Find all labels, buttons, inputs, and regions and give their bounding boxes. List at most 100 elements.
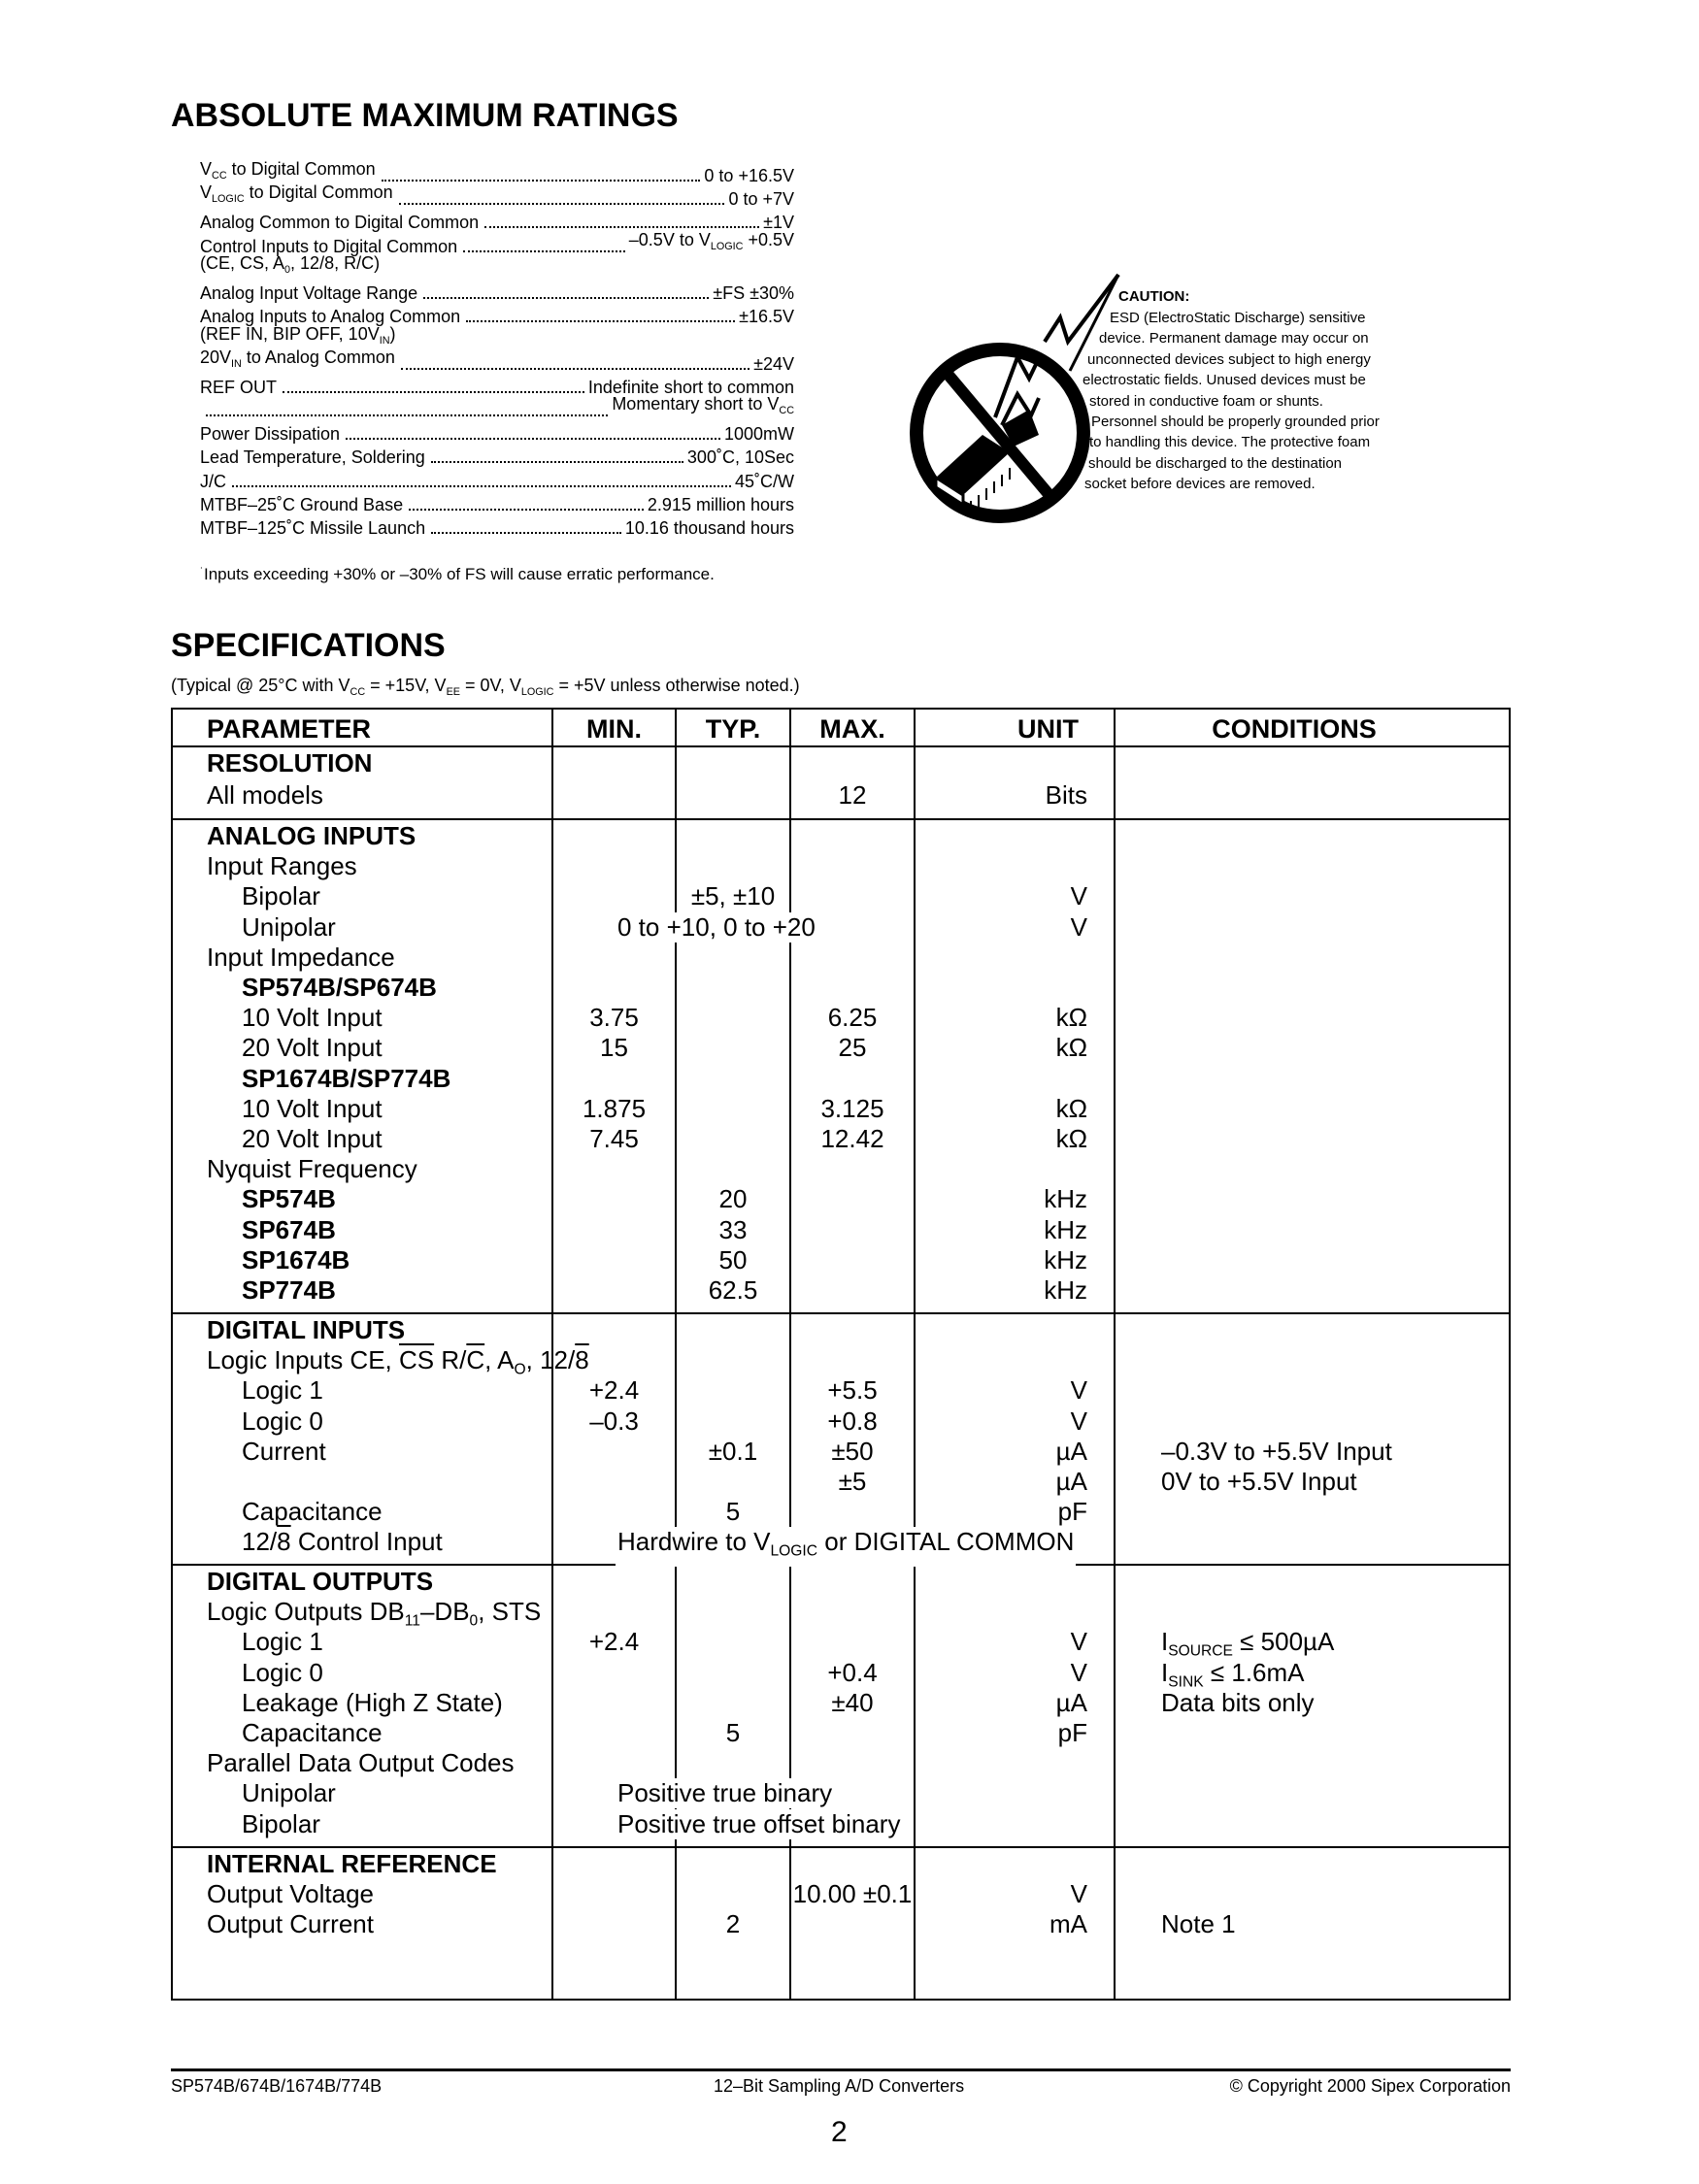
text-part: Hardwire to V [617, 1527, 771, 1557]
text-part: –DB [419, 1597, 470, 1627]
typ-value: 50 [718, 1244, 748, 1275]
column-divider [1114, 710, 1116, 1999]
spanning-value: Positive true offset binary [616, 1808, 903, 1839]
text-part: = +15V, V [365, 676, 447, 695]
unit-value: pF [1057, 1718, 1087, 1747]
text-part: 0 to +7V [728, 189, 794, 210]
subscript: 11 [404, 1612, 420, 1630]
rating-row: (REF IN, BIP OFF, 10VIN) [200, 324, 794, 351]
parameter-label: SP774B [242, 1275, 336, 1305]
text-part: Logic Inputs CE, [207, 1345, 399, 1375]
rating-value: Momentary short to VCC [612, 392, 794, 422]
unit-value: V [1070, 1657, 1087, 1687]
text-part: Lead Temperature, Soldering [200, 447, 425, 468]
parameter-label: SP574B [242, 1184, 336, 1214]
row-divider [173, 745, 1509, 747]
unit-value: µA [1055, 1436, 1087, 1466]
unit-value: pF [1057, 1497, 1087, 1527]
parameter-label: Logic Outputs DB11–DB0, STS [207, 1597, 541, 1636]
header-max: MAX. [819, 714, 885, 744]
max-value: 10.00 ±0.1 [792, 1879, 913, 1910]
conditions-value: –0.3V to +5.5V Input [1161, 1436, 1392, 1466]
parameter-label: Bipolar [242, 1808, 320, 1838]
ratings-footnote: ˙Inputs exceeding +30% or –30% of FS wil… [200, 565, 715, 584]
text-part: to Analog Common [241, 347, 395, 367]
parameter-label: Output Current [207, 1909, 374, 1939]
min-value: 7.45 [589, 1124, 639, 1153]
footer-part-numbers: SP574B/674B/1674B/774B [171, 2076, 383, 2096]
header-conditions: CONDITIONS [1212, 714, 1377, 744]
rating-row: VLOGIC to Digital Common 0 to +7V [200, 182, 794, 211]
rating-label: VLOGIC to Digital Common [200, 181, 393, 211]
dot-leader [409, 508, 644, 511]
typ-value: 33 [718, 1214, 748, 1245]
text-part: ≤ 1.6mA [1203, 1657, 1305, 1687]
dot-leader [206, 414, 609, 416]
text-part: 20V [200, 347, 232, 367]
rating-label: REF OUT [200, 376, 277, 399]
subscript: SOURCE [1168, 1642, 1233, 1660]
footnote-mark: ˙ [200, 565, 204, 579]
specifications-title: SPECIFICATIONS [171, 627, 446, 664]
section-title: RESOLUTION [207, 748, 373, 778]
max-value: ±5 [838, 1467, 867, 1497]
text-part: REF OUT [200, 377, 277, 397]
parameter-label: 10 Volt Input [242, 1003, 383, 1033]
max-value: 25 [838, 1033, 867, 1064]
rating-label: 20VIN to Analog Common [200, 346, 395, 376]
unit-value: V [1070, 1879, 1087, 1909]
text-part: –0.5V to V [628, 229, 711, 249]
subscript: CC [350, 685, 366, 698]
rating-row: Momentary short to VCC [200, 394, 794, 422]
text-part: Momentary short to V [612, 394, 780, 414]
rating-value: ±16.5V [739, 305, 794, 328]
conditions-value: ISOURCE ≤ 500µA [1161, 1627, 1334, 1666]
unit-value: V [1070, 881, 1087, 911]
dot-leader [466, 320, 736, 323]
column-divider [789, 710, 791, 1999]
text-part: 300˚C, 10Sec [686, 447, 794, 468]
column-divider [551, 710, 553, 1999]
section-title: DIGITAL OUTPUTS [207, 1567, 434, 1596]
header-min: MIN. [586, 714, 642, 744]
header-typ: TYP. [705, 714, 761, 744]
rating-value: 0 to +16.5V [704, 164, 794, 187]
rating-row: Analog Input Voltage Range ±FS ±30% [200, 281, 794, 305]
footnote-text: Inputs exceeding +30% or –30% of FS will… [204, 565, 715, 583]
text-part: Control Inputs to Digital Common [200, 236, 458, 256]
row-divider [173, 1312, 1509, 1314]
text-part: ±24V [753, 353, 794, 374]
text-part: to Digital Common [244, 182, 393, 203]
text-part: = +5V unless otherwise noted.) [553, 676, 800, 695]
text-part: , 12/8, R/C) [290, 253, 381, 274]
subscript: LOGIC [770, 1542, 818, 1560]
parameter-label: Logic 0 [242, 1406, 323, 1436]
min-value: 15 [600, 1033, 628, 1063]
text-part: 2.915 million hours [647, 494, 794, 514]
conditions-value: 0V to +5.5V Input [1161, 1467, 1357, 1496]
rating-row: VCC to Digital Common 0 to +16.5V [200, 159, 794, 187]
parameter-label: 10 Volt Input [242, 1093, 383, 1123]
conditions-value: Note 1 [1161, 1909, 1236, 1939]
max-value: 3.125 [820, 1093, 884, 1124]
parameter-label: Logic Inputs CE, CS R/C, AO, 12/8 [207, 1345, 589, 1384]
parameter-label: Current [242, 1436, 326, 1466]
rating-value: 45˚C/W [735, 470, 794, 493]
parameter-label: SP674B [242, 1214, 336, 1244]
rating-row: REF OUT Indefinite short to common [200, 376, 794, 399]
text-part: ±FS ±30% [713, 283, 794, 303]
max-value: +0.8 [827, 1406, 878, 1437]
typ-value: 5 [725, 1497, 741, 1528]
rating-value: ±1V [763, 211, 794, 234]
parameter-label: Capacitance [242, 1718, 383, 1747]
max-value: 12 [838, 780, 867, 811]
header-unit: UNIT [1017, 714, 1079, 744]
esd-warning-icon [910, 273, 1120, 523]
page-number: 2 [831, 2116, 848, 2148]
caution-line: Personnel should be properly grounded pr… [1091, 414, 1380, 430]
column-divider [914, 710, 916, 1999]
text-part: , STS [478, 1597, 542, 1627]
typ-value: 20 [718, 1184, 748, 1215]
overline-text: C [466, 1345, 485, 1375]
caution-line: should be discharged to the destination [1088, 454, 1343, 472]
